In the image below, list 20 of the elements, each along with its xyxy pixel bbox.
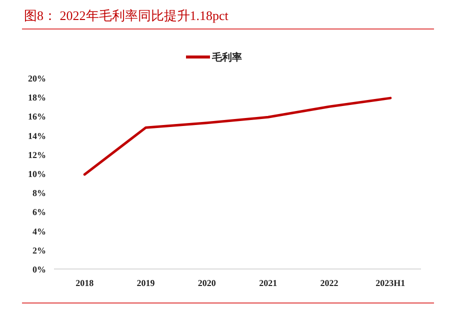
y-tick-label: 18% <box>28 92 46 103</box>
x-tick-label: 2018 <box>76 278 94 288</box>
y-tick-label: 2% <box>32 245 46 256</box>
x-tick-label: 2023H1 <box>376 278 406 288</box>
y-tick-label: 6% <box>32 207 46 218</box>
y-tick-label: 20% <box>28 74 46 84</box>
y-tick-label: 0% <box>32 264 46 274</box>
x-tick-label: 2020 <box>198 278 216 288</box>
x-tick-label: 2019 <box>136 278 156 288</box>
legend-label: 毛利率 <box>211 52 242 64</box>
y-tick-label: 14% <box>28 130 46 141</box>
y-tick-label: 10% <box>28 169 46 179</box>
x-tick-label: 2022 <box>320 278 339 288</box>
chart-title: 图8： 2022年毛利率同比提升1.18pct <box>24 8 229 23</box>
y-tick-label: 4% <box>32 226 46 236</box>
x-tick-label: 2021 <box>259 278 278 288</box>
y-tick-label: 8% <box>32 188 46 198</box>
y-tick-label: 12% <box>28 150 46 160</box>
y-tick-label: 16% <box>28 112 46 122</box>
line-series <box>83 96 392 176</box>
